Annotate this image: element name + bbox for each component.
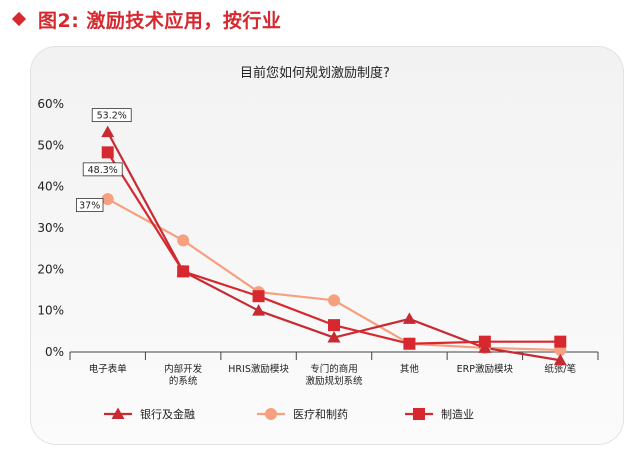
data-point-circle (177, 234, 190, 247)
legend-label: 医疗和制药 (293, 407, 348, 421)
y-tick-label: 40% (37, 180, 64, 194)
data-point-triangle (402, 312, 416, 324)
x-category-label: HRIS激励模块 (228, 363, 289, 375)
data-point-square (177, 265, 190, 278)
data-point-triangle (252, 304, 266, 316)
x-category-label: 其他 (400, 363, 420, 375)
data-point-square (478, 335, 491, 348)
data-point-square (328, 319, 340, 332)
data-point-square (403, 337, 416, 350)
data-point-square (554, 335, 567, 348)
x-category-label: 电子表单 (89, 363, 128, 375)
figure-title: 图2: 激励技术应用，按行业 (38, 9, 282, 32)
data-label: 37% (79, 201, 100, 212)
y-tick-label: 10% (37, 304, 64, 318)
y-tick-label: 20% (37, 262, 64, 276)
x-category-label: 专门的商用 (310, 363, 358, 375)
legend-label: 制造业 (441, 407, 474, 421)
legend-marker-circle (265, 408, 277, 420)
x-category-label: 的系统 (169, 375, 198, 387)
x-category-label: ERP激励模块 (457, 363, 514, 375)
x-category-label: 内部开发 (164, 363, 203, 375)
data-label-box (76, 198, 104, 212)
data-point-triangle (553, 353, 567, 366)
data-point-triangle (101, 125, 115, 138)
data-label-box (82, 162, 123, 177)
legend-label: 银行及金融 (140, 407, 195, 421)
data-point-square (252, 290, 265, 303)
data-point-circle (101, 193, 114, 206)
data-label: 53.2% (97, 111, 127, 122)
legend-marker-square (413, 408, 425, 420)
data-point-square (101, 146, 114, 159)
legend-marker-triangle (111, 407, 125, 419)
data-point-circle (328, 294, 340, 307)
y-tick-label: 0% (45, 345, 64, 359)
x-category-label: 激励规划系统 (305, 375, 363, 387)
figure-header: 图2: 激励技术应用，按行业 (8, 6, 281, 32)
data-point-triangle (327, 331, 341, 343)
y-tick-label: 30% (37, 221, 64, 235)
chart-title: 目前您如何规划激励制度? (240, 65, 390, 81)
x-category-label: 纸张/笔 (544, 363, 576, 375)
y-tick-label: 50% (37, 138, 64, 152)
series-line-square (106, 151, 561, 345)
y-tick-label: 60% (37, 97, 64, 111)
data-label-box (91, 108, 132, 123)
data-label: 48.3% (88, 165, 118, 176)
